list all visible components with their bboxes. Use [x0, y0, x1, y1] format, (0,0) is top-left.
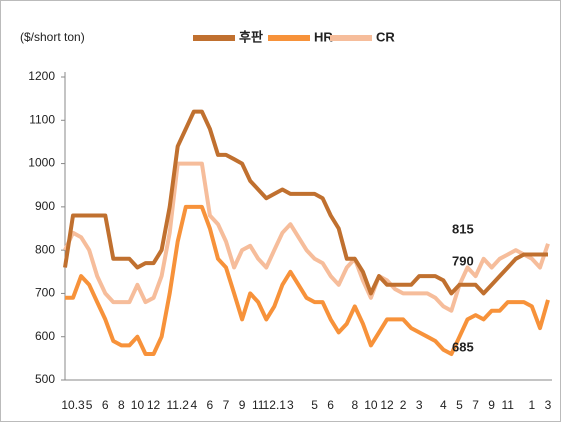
x-tick-label: 2 [400, 398, 407, 412]
x-tick-label: 9 [488, 398, 495, 412]
x-tick-label: 8 [351, 398, 358, 412]
x-tick-label: 12 [147, 398, 161, 412]
x-tick-label: 6 [327, 398, 334, 412]
y-tick-label: 1100 [29, 112, 55, 126]
x-tick-label: 6 [207, 398, 214, 412]
x-tick-label: 11 [252, 398, 265, 412]
x-tick-label: 5 [311, 398, 318, 412]
x-tick-label: 11.2 [166, 398, 189, 412]
legend-label: HR [314, 29, 333, 44]
series-line [63, 161, 550, 313]
y-tick-label: 900 [35, 199, 55, 213]
x-tick-label: 5 [456, 398, 463, 412]
x-tick-label: 10.3 [61, 398, 85, 412]
x-tick-label: 11 [502, 398, 515, 412]
y-tick-label: 800 [35, 242, 55, 256]
x-tick-label: 7 [472, 398, 479, 412]
end-value-label: 790 [452, 253, 474, 268]
x-tick-label: 12.1 [263, 398, 287, 412]
series-line [63, 109, 548, 296]
y-axis-label: ($/short ton) [20, 30, 85, 44]
x-tick-label: 4 [440, 398, 447, 412]
x-tick-label: 7 [223, 398, 230, 412]
x-tick-label: 3 [416, 398, 423, 412]
x-tick-label: 3 [287, 398, 294, 412]
x-tick-label: 12 [380, 398, 394, 412]
y-tick-label: 700 [35, 286, 55, 300]
x-tick-label: 4 [190, 398, 197, 412]
y-tick-label: 600 [35, 329, 55, 343]
legend-label: CR [376, 29, 395, 44]
y-tick-label: 500 [35, 372, 55, 386]
x-tick-label: 9 [239, 398, 246, 412]
x-tick-label: 5 [86, 398, 93, 412]
y-tick-label: 1000 [28, 156, 55, 170]
x-tick-label: 10 [131, 398, 145, 412]
legend-label: 후판 [239, 29, 263, 44]
y-tick-label: 1200 [28, 69, 55, 83]
x-tick-label: 1 [529, 398, 536, 412]
x-tick-label: 10 [364, 398, 378, 412]
x-tick-label: 6 [102, 398, 109, 412]
end-value-label: 685 [452, 339, 474, 354]
x-tick-label: 8 [118, 398, 125, 412]
series-line [65, 204, 550, 356]
x-tick-label: 3 [545, 398, 552, 412]
end-value-label: 815 [452, 221, 474, 236]
